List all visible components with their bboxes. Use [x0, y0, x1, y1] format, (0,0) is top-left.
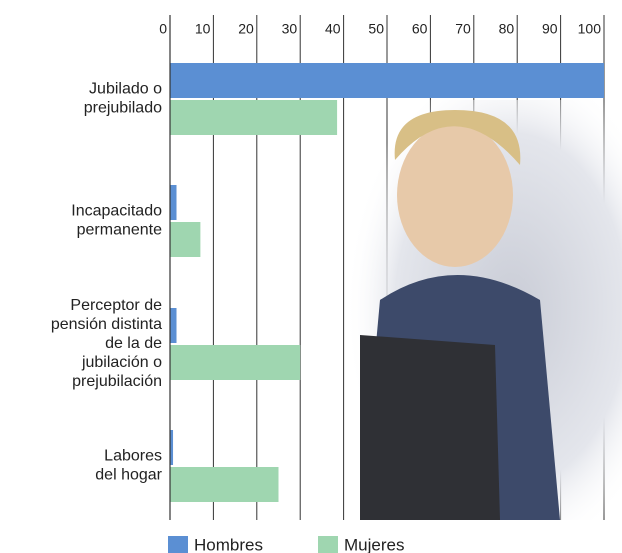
category-line: prejubilado: [84, 100, 162, 117]
x-tick-label: 30: [282, 21, 298, 37]
bar: [170, 100, 337, 135]
legend-label: Mujeres: [344, 535, 404, 553]
category-line: pensión distinta: [51, 316, 162, 333]
x-tick-label: 80: [499, 21, 515, 37]
category-line: jubilación o: [81, 354, 162, 371]
x-tick-label: 20: [238, 21, 254, 37]
legend-swatch: [168, 536, 188, 553]
category-line: del hogar: [95, 467, 162, 484]
x-tick-label: 10: [195, 21, 211, 37]
category-line: de la de: [105, 335, 162, 352]
x-tick-label: 70: [455, 21, 471, 37]
x-tick-label: 40: [325, 21, 341, 37]
bar: [170, 185, 177, 220]
x-tick-label: 90: [542, 21, 558, 37]
category-line: Perceptor de: [70, 297, 162, 314]
bar: [170, 222, 200, 257]
category-line: Labores: [104, 448, 162, 465]
x-tick-label: 0: [159, 21, 167, 37]
category-label: Incapacitado permanente: [71, 203, 162, 239]
legend-swatch: [318, 536, 338, 553]
bar: [170, 345, 300, 380]
x-tick-label: 60: [412, 21, 428, 37]
bar: [170, 467, 279, 502]
category-label: Labores del hogar: [95, 448, 162, 484]
category-label: Perceptor de pensión distinta de la de jubi…: [51, 297, 162, 390]
x-tick-label: 100: [578, 21, 602, 37]
category-line: Jubilado o: [89, 81, 162, 98]
legend-label: Hombres: [194, 535, 263, 553]
photo: [345, 100, 622, 520]
chart: 0 10 20 30 40 50 60 70 80 90 100 Jubilado o prejubil…: [0, 0, 622, 553]
x-tick-label: 50: [368, 21, 384, 37]
category-line: Incapacitado: [71, 203, 162, 220]
bar: [170, 308, 177, 343]
category-label: Jubilado o prejubilado: [84, 81, 162, 117]
category-line: prejubilación: [72, 373, 162, 390]
category-line: permanente: [77, 222, 162, 239]
bar: [170, 63, 604, 98]
